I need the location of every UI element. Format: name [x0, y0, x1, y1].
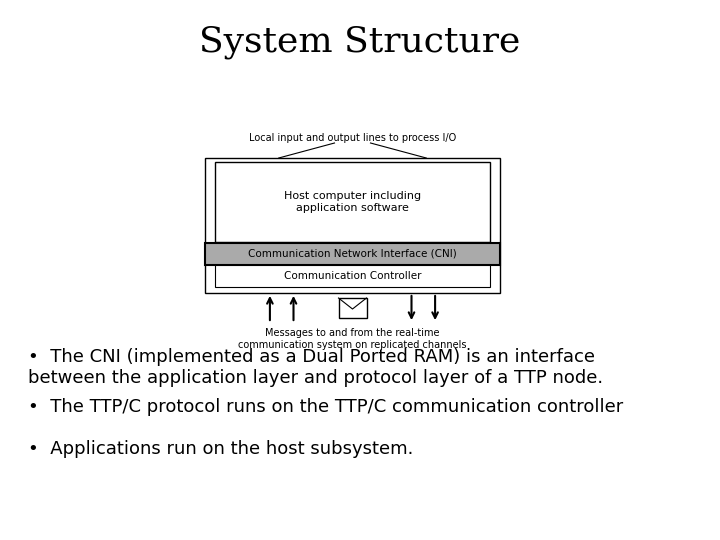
Bar	[215, 162, 490, 242]
Text: Communication Controller: Communication Controller	[284, 271, 421, 281]
Text: Host computer including
application software: Host computer including application soft…	[284, 191, 421, 213]
Bar	[205, 243, 500, 265]
Text: •  The CNI (implemented as a Dual Ported RAM) is an interface
between the applic: • The CNI (implemented as a Dual Ported …	[28, 348, 603, 387]
Bar	[338, 298, 366, 318]
Text: •  Applications run on the host subsystem.: • Applications run on the host subsystem…	[28, 440, 413, 458]
Text: Messages to and from the real-time
communication system on replicated channels: Messages to and from the real-time commu…	[238, 328, 467, 349]
Text: Local input and output lines to process I/O: Local input and output lines to process …	[249, 133, 456, 143]
Text: •  The TTP/C protocol runs on the TTP/C communication controller: • The TTP/C protocol runs on the TTP/C c…	[28, 398, 624, 416]
Text: System Structure: System Structure	[199, 25, 521, 59]
Text: Communication Network Interface (CNI): Communication Network Interface (CNI)	[248, 249, 457, 259]
Bar	[215, 265, 490, 287]
Bar	[205, 158, 500, 293]
